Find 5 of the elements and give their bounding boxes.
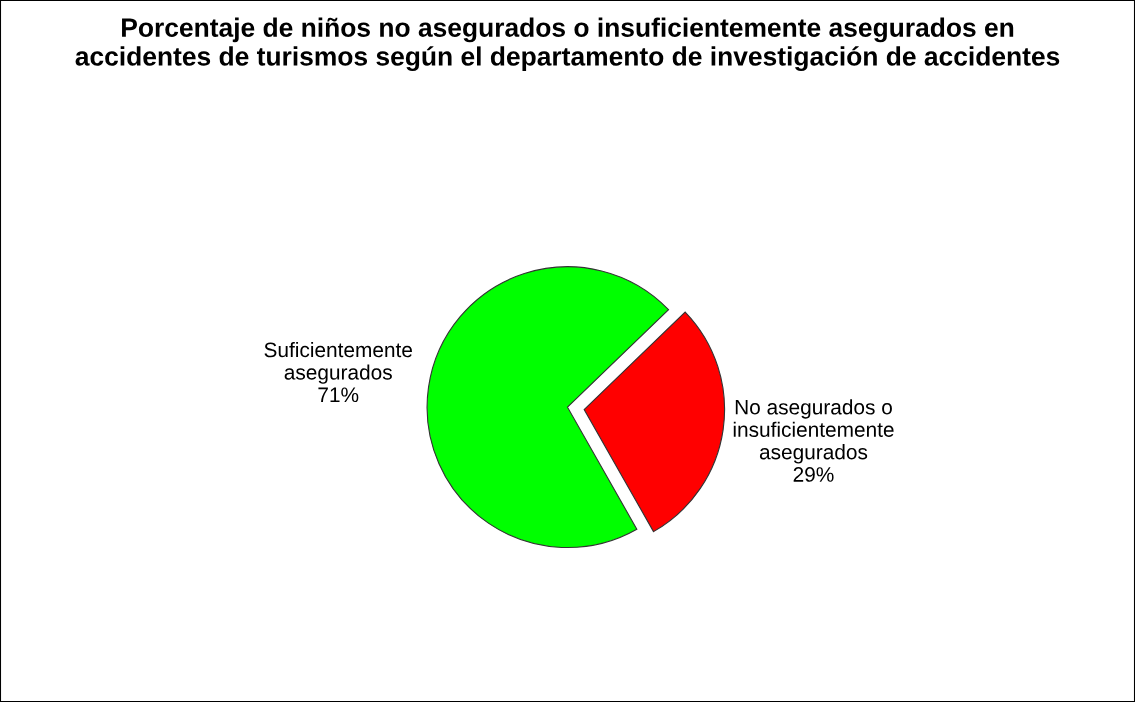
slice-label: Suficientemente asegurados [264, 341, 412, 384]
data-label: 29% [793, 467, 834, 482]
slice-label: No asegurados o insuficientemente asegurados [733, 399, 894, 464]
data-label: 71% [318, 387, 359, 403]
chart-title: Porcentaje de niños no asegurados o insuficientemente asegurados en accidentes de turismos según el departamento de investigación de accidentes [75, 17, 1060, 72]
